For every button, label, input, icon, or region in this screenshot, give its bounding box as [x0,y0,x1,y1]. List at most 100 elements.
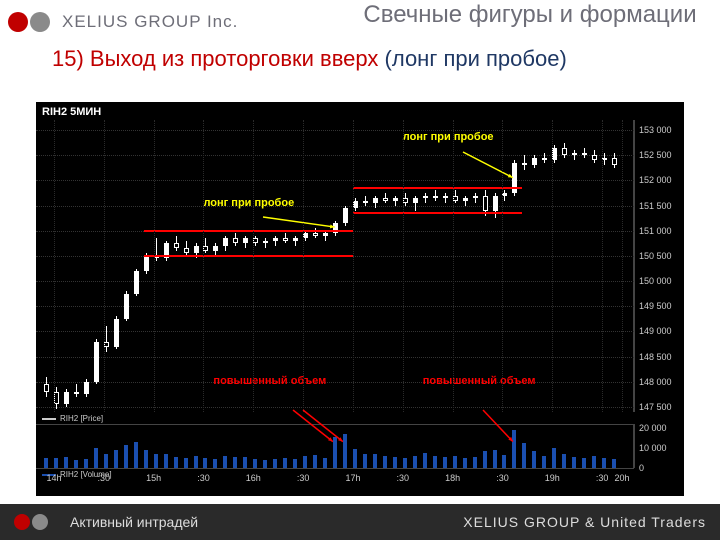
annotation-label: лонг при пробое [403,131,494,143]
ytick-label: 149 500 [639,301,672,311]
volume-bar [303,456,307,468]
logo-dot-grey [30,12,50,32]
slide-title: Свечные фигуры и формации [350,2,710,28]
volume-bar [602,458,606,468]
xtick-label: 18h [445,473,460,483]
volume-bar [562,454,566,468]
x-gridline [104,120,105,412]
x-gridline [253,120,254,412]
slide-footer: Активный интрадей XELIUS GROUP & United … [0,504,720,540]
gridline [36,382,634,383]
volume-yaxis: 010 00020 000 [634,424,684,468]
annotation-arrow [257,211,341,233]
volume-bar [453,456,457,468]
volume-bar [433,456,437,468]
price-yaxis: 147 500148 000148 500149 000149 500150 0… [634,120,684,412]
xtick-label: :30 [496,473,509,483]
xtick-label: 20h [615,473,630,483]
volume-bar [502,455,506,468]
annotation-label: повышенный объем [213,375,326,387]
volume-bar [64,457,68,468]
xtick-label: 19h [545,473,560,483]
volume-bar [373,454,377,468]
volume-bar [184,458,188,468]
volume-bar [522,443,526,468]
volume-ytick: 10 000 [639,443,667,453]
logo-icon [8,12,50,32]
volume-bar [194,456,198,468]
annotation-arrow [477,404,519,448]
ytick-label: 151 500 [639,201,672,211]
ytick-label: 148 500 [639,352,672,362]
volume-bar [74,460,78,468]
volume-bar [94,448,98,468]
volume-bar [363,454,367,468]
volume-bar [473,457,477,468]
volume-bar [403,458,407,468]
footer-right: XELIUS GROUP & United Traders [463,514,706,530]
xtick-label: 14h [46,473,61,483]
volume-bar [243,457,247,468]
volume-bar [313,455,317,468]
ytick-label: 153 000 [639,125,672,135]
volume-bar [383,456,387,468]
volume-bar [134,442,138,468]
volume-bar [104,454,108,468]
volume-bar [423,453,427,468]
volume-bar [592,456,596,468]
volume-ytick: 20 000 [639,423,667,433]
x-gridline [622,120,623,412]
volume-bar [263,460,267,468]
volume-bar [54,458,58,468]
xtick-label: :30 [98,473,111,483]
ytick-label: 149 000 [639,326,672,336]
annotation-arrow [457,146,519,184]
volume-bar [552,448,556,468]
volume-bar [572,457,576,468]
volume-bar [253,459,257,468]
volume-bar [164,454,168,468]
footer-left: Активный интрадей [70,514,198,530]
footer-logo-dot-grey [32,514,48,530]
volume-bar [413,456,417,468]
volume-ytick: 0 [639,463,644,473]
volume-bar [612,459,616,468]
volume-bar [443,457,447,468]
volume-bar [283,458,287,468]
x-gridline [502,120,503,412]
volume-bar [114,450,118,468]
volume-bar [223,456,227,468]
x-gridline [54,120,55,412]
x-gridline [353,120,354,412]
x-gridline [203,120,204,412]
xtick-label: 15h [146,473,161,483]
gridline [36,281,634,282]
ytick-label: 150 500 [639,251,672,261]
volume-bar [233,457,237,468]
ytick-label: 150 000 [639,276,672,286]
logo-dot-red [8,12,28,32]
volume-bar [323,458,327,468]
xtick-label: 17h [345,473,360,483]
annotation-arrow [297,404,349,448]
heading-sub: (лонг при пробое) [385,46,567,71]
resistance-line [353,187,522,189]
volume-bar [44,458,48,468]
ytick-label: 152 500 [639,150,672,160]
volume-bar [542,456,546,468]
gridline [36,331,634,332]
price-pane: лонг при пробоелонг при пробоеповышенный… [36,120,634,412]
heading-main: Выход из проторговки вверх [90,46,378,71]
volume-bar [493,450,497,468]
volume-bar [84,459,88,468]
volume-bar [582,458,586,468]
ytick-label: 147 500 [639,402,672,412]
xtick-label: :30 [596,473,609,483]
price-legend: RIH2 [Price] [42,414,103,423]
volume-bar [463,458,467,468]
heading: 15) Выход из проторговки вверх (лонг при… [0,44,720,76]
volume-bar [174,457,178,468]
volume-bar [124,445,128,468]
volume-bar [353,449,357,468]
volume-bar [213,459,217,468]
